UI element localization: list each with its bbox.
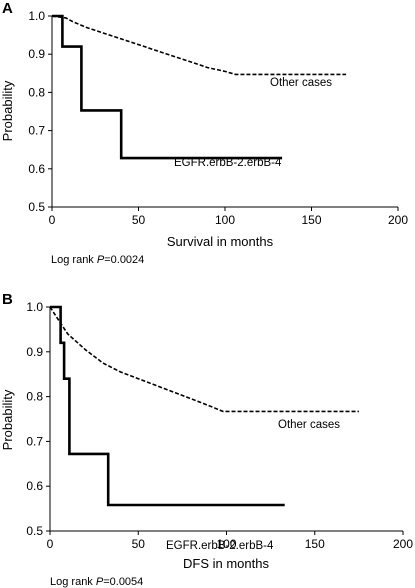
panel-a-series-egfr-erbb2-erbb4-line [52,14,283,160]
panel-b-x-tick-label-50: 50 [132,537,146,551]
panel-b-ticks: 0 50 100 150 200 0.5 0.6 0.7 0.8 0.9 1.0 [26,300,413,551]
panel-a-label: A [2,0,13,17]
panel-a-series-other-cases-line [51,15,347,76]
panel-b-x-axis-title: DFS in months [183,556,269,571]
panel-b-log-rank: Log rank P=0.0054 [50,576,143,588]
panel-a-x-axis-title: Survival in months [167,234,274,249]
panel-b-log-rank-prefix: Log rank [50,576,96,588]
panel-a-ticks: 0 50 100 150 200 0.5 0.6 0.7 0.8 0.9 1.0 [28,9,408,227]
panel-b-log-rank-value: =0.0054 [103,576,143,588]
panel-b-y-axis-title: Probability [0,389,15,450]
panel-b-axes [49,307,403,532]
panel-a: A 0 50 100 150 200 0.5 0.6 0.7 0.8 0.9 1.0 Other c… [0,0,408,266]
panel-a-log-rank: Log rank P=0.0024 [51,254,144,266]
panel-b-y-tick-label-0-8: 0.8 [26,390,43,404]
panel-b-series [49,305,359,507]
panel-a-x-tick-label-200: 200 [388,213,408,227]
panel-b-x-tick-label-150: 150 [305,537,325,551]
panel-a-y-tick-label-0-6: 0.6 [28,162,45,176]
panel-a-y-axis-title: Probability [0,80,15,141]
panel-b-y-tick-label-0-9: 0.9 [26,345,43,359]
panel-a-label-egfr: EGFR.erbB-2.erbB-4 [174,157,282,169]
panel-a-label-other-cases: Other cases [270,77,332,89]
panel-a-y-tick-label-0-8: 0.8 [28,85,45,99]
panel-b-y-tick-label-0-5: 0.5 [26,524,43,538]
panel-a-log-rank-p: P [97,254,105,266]
panel-a-log-rank-value: =0.0024 [104,254,144,266]
panel-a-y-tick-label-0-7: 0.7 [28,124,45,138]
panel-b-series-other-cases-line [49,306,359,413]
panel-b-log-rank-p: P [96,576,104,588]
panel-b-label-egfr: EGFR.erbB-2.erbB-4 [166,540,274,552]
panel-b-y-tick-label-1-0: 1.0 [26,300,43,314]
panel-a-y-tick-label-0-5: 0.5 [28,200,45,214]
panel-b-label-other-cases: Other cases [278,419,340,431]
panel-a-x-tick-label-0: 0 [49,213,56,227]
panel-a-x-tick-label-150: 150 [301,213,321,227]
panel-b-y-tick-label-0-7: 0.7 [26,434,43,448]
panel-a-y-tick-label-1-0: 1.0 [28,9,45,23]
panel-b-label: B [2,291,13,308]
panel-b-x-tick-label-0: 0 [47,537,54,551]
panel-a-log-rank-prefix: Log rank [51,254,97,266]
panel-b-series-egfr-erbb2-erbb4-line [50,305,285,507]
panel-a-x-tick-label-50: 50 [132,213,146,227]
panel-b-x-tick-label-200: 200 [393,537,413,551]
panel-a-x-tick-label-100: 100 [215,213,235,227]
panel-b-y-tick-label-0-6: 0.6 [26,479,43,493]
panel-b: B 0 50 100 150 200 0.5 0.6 0.7 0.8 0.9 1.0 Other c… [0,291,413,588]
panel-a-series [51,14,347,160]
panel-b-x-tick-label-100: 100 [216,537,236,551]
panel-a-y-tick-label-0-9: 0.9 [28,47,45,61]
